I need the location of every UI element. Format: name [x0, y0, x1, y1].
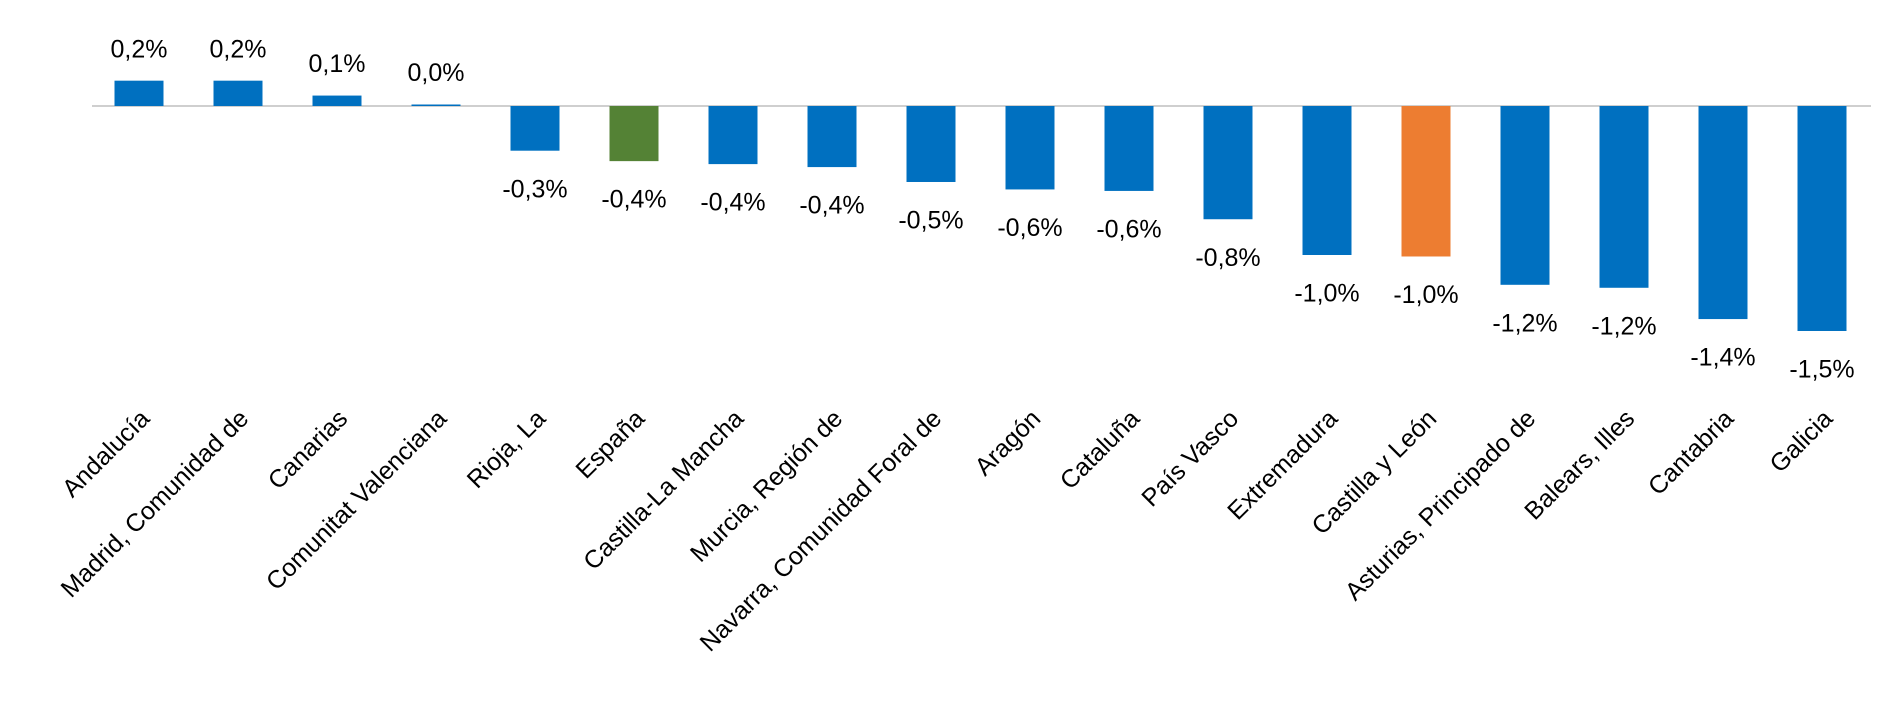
bar — [213, 80, 263, 106]
bar — [1104, 106, 1154, 191]
data-label: -1,2% — [1591, 312, 1656, 340]
data-label: -1,2% — [1492, 309, 1557, 337]
data-label: 0,2% — [210, 35, 267, 63]
x-tick-label: Canarias — [263, 404, 354, 495]
bar — [411, 104, 461, 106]
bar — [510, 106, 560, 151]
bar — [312, 95, 362, 106]
bar — [1005, 106, 1055, 190]
x-tick-label: Comunitat Valenciana — [261, 404, 453, 596]
x-tick-label: Madrid, Comunidad de — [56, 404, 255, 603]
x-tick-label: Andalucía — [57, 404, 155, 502]
bar — [1401, 106, 1451, 257]
x-tick-label: Cataluña — [1055, 404, 1146, 495]
data-label: -1,4% — [1690, 344, 1755, 372]
x-tick-label: España — [570, 404, 650, 484]
bar — [708, 106, 758, 165]
bar — [807, 106, 857, 168]
bar — [1797, 106, 1847, 331]
x-tick-label: Aragón — [969, 404, 1046, 481]
bar — [1500, 106, 1550, 285]
bar — [1302, 106, 1352, 255]
data-label: -0,4% — [799, 192, 864, 220]
data-label: -0,4% — [601, 186, 666, 214]
data-label: -0,6% — [1096, 216, 1161, 244]
data-label: -0,4% — [700, 189, 765, 217]
data-label: 0,1% — [309, 50, 366, 78]
data-label: -1,0% — [1294, 280, 1359, 308]
data-label: -0,8% — [1195, 244, 1260, 272]
bar — [906, 106, 956, 182]
x-tick-label: Rioja, La — [462, 404, 552, 494]
data-label: -0,6% — [997, 214, 1062, 242]
bar — [1203, 106, 1253, 220]
data-label: 0,0% — [408, 59, 465, 87]
x-tick-label: Galicia — [1764, 404, 1838, 478]
bar — [114, 80, 164, 106]
bar — [1599, 106, 1649, 288]
x-tick-label: Cantabria — [1643, 404, 1740, 501]
data-label: 0,2% — [111, 35, 168, 63]
x-tick-label: País Vasco — [1136, 404, 1244, 512]
data-label: -0,5% — [898, 207, 963, 235]
bar — [609, 106, 659, 162]
data-label: -1,0% — [1393, 281, 1458, 309]
data-label: -1,5% — [1789, 356, 1854, 384]
x-tick-label: Asturias, Principado de — [1340, 404, 1542, 606]
bar — [1698, 106, 1748, 320]
data-label: -0,3% — [502, 175, 567, 203]
